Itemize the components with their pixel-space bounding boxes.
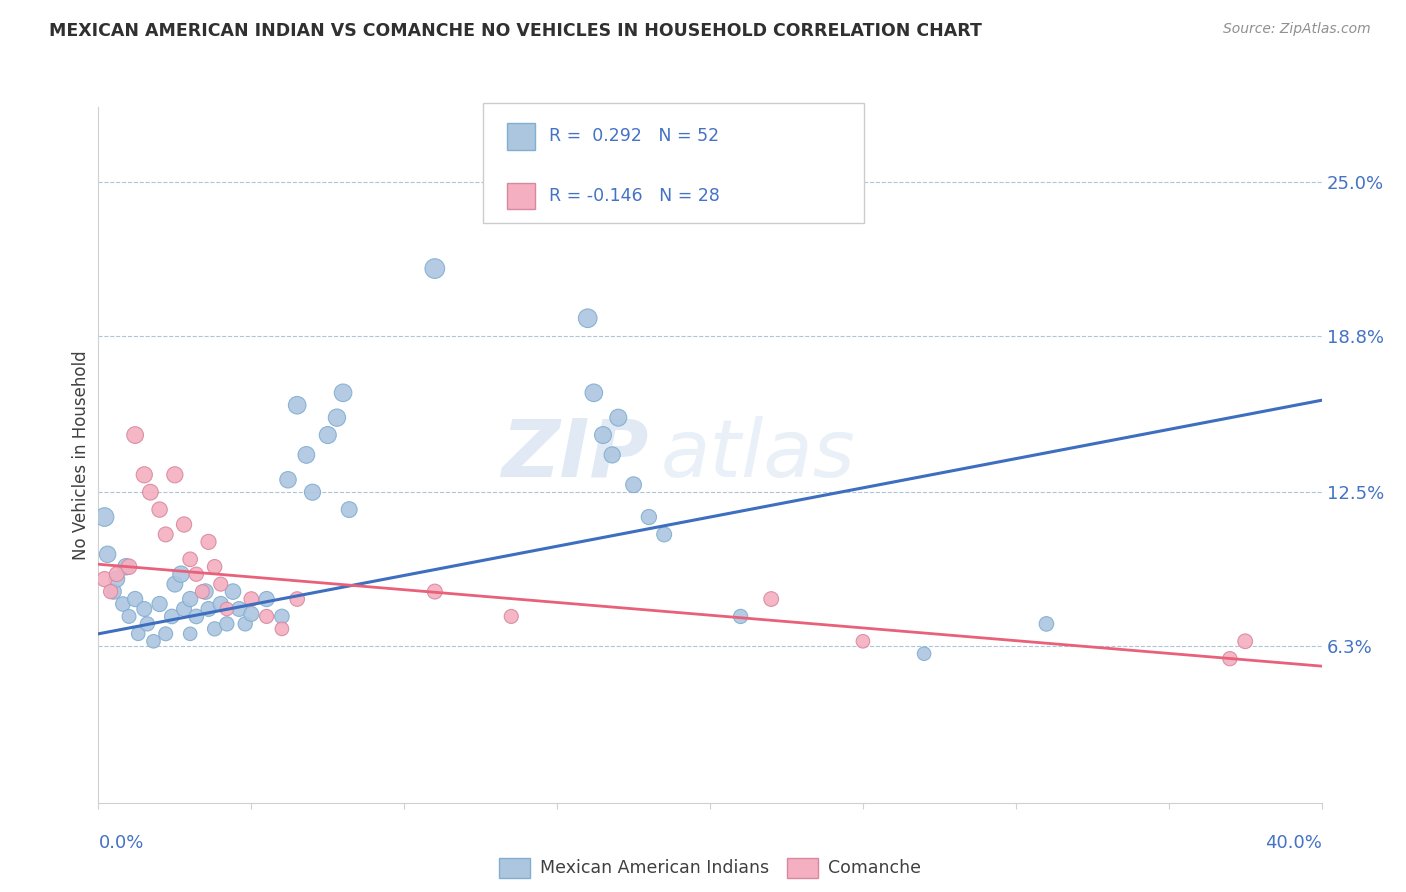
- Point: [222, 584, 245, 599]
- Point: [852, 634, 875, 648]
- Text: atlas: atlas: [661, 416, 856, 494]
- Point: [912, 647, 935, 661]
- Point: [1219, 651, 1241, 665]
- Point: [209, 597, 232, 611]
- Point: [170, 567, 193, 582]
- Point: [197, 602, 219, 616]
- Text: ZIP: ZIP: [502, 416, 650, 494]
- Point: [173, 602, 195, 616]
- Point: [118, 609, 141, 624]
- Point: [337, 502, 360, 516]
- Legend: Mexican American Indians, Comanche: Mexican American Indians, Comanche: [492, 851, 928, 885]
- Point: [179, 592, 201, 607]
- Point: [332, 385, 354, 400]
- Point: [1234, 634, 1257, 648]
- Point: [163, 577, 186, 591]
- Y-axis label: No Vehicles in Household: No Vehicles in Household: [72, 350, 90, 560]
- Point: [256, 609, 278, 624]
- Point: [326, 410, 349, 425]
- Text: Source: ZipAtlas.com: Source: ZipAtlas.com: [1223, 22, 1371, 37]
- Point: [582, 385, 605, 400]
- Point: [118, 559, 141, 574]
- Point: [501, 609, 523, 624]
- Point: [100, 584, 122, 599]
- Point: [423, 584, 446, 599]
- Point: [270, 609, 292, 624]
- Point: [730, 609, 752, 624]
- Point: [186, 567, 208, 582]
- Text: R =  0.292   N = 52: R = 0.292 N = 52: [548, 128, 718, 145]
- Point: [295, 448, 318, 462]
- Point: [600, 448, 623, 462]
- Point: [316, 428, 339, 442]
- Point: [215, 602, 238, 616]
- Point: [179, 552, 201, 566]
- Point: [285, 398, 308, 412]
- Point: [256, 592, 278, 607]
- Point: [270, 622, 292, 636]
- Text: R = -0.146   N = 28: R = -0.146 N = 28: [548, 187, 720, 205]
- Point: [127, 627, 149, 641]
- Point: [134, 602, 156, 616]
- Point: [228, 602, 250, 616]
- Point: [204, 622, 226, 636]
- Point: [233, 616, 256, 631]
- Point: [191, 584, 214, 599]
- Point: [197, 535, 219, 549]
- Text: 40.0%: 40.0%: [1265, 834, 1322, 852]
- Point: [124, 428, 146, 442]
- Point: [136, 616, 159, 631]
- Point: [160, 609, 183, 624]
- Point: [115, 559, 138, 574]
- Point: [277, 473, 299, 487]
- Point: [215, 616, 238, 631]
- Point: [139, 485, 162, 500]
- Point: [576, 311, 599, 326]
- Point: [105, 572, 128, 586]
- Point: [93, 572, 115, 586]
- Point: [209, 577, 232, 591]
- Point: [149, 597, 172, 611]
- Point: [93, 510, 115, 524]
- Point: [607, 410, 630, 425]
- Point: [103, 584, 125, 599]
- Point: [111, 597, 134, 611]
- Point: [759, 592, 782, 607]
- Point: [592, 428, 614, 442]
- Point: [194, 584, 217, 599]
- Point: [179, 627, 201, 641]
- Point: [285, 592, 308, 607]
- Point: [1035, 616, 1057, 631]
- Text: MEXICAN AMERICAN INDIAN VS COMANCHE NO VEHICLES IN HOUSEHOLD CORRELATION CHART: MEXICAN AMERICAN INDIAN VS COMANCHE NO V…: [49, 22, 981, 40]
- Point: [124, 592, 146, 607]
- Point: [105, 567, 128, 582]
- Point: [97, 547, 120, 561]
- Point: [204, 559, 226, 574]
- Point: [637, 510, 661, 524]
- Point: [186, 609, 208, 624]
- Point: [623, 477, 645, 491]
- Point: [423, 261, 446, 276]
- Point: [155, 627, 177, 641]
- Point: [301, 485, 323, 500]
- Point: [240, 592, 263, 607]
- Point: [149, 502, 172, 516]
- Point: [142, 634, 165, 648]
- Point: [155, 527, 177, 541]
- Point: [173, 517, 195, 532]
- Point: [240, 607, 263, 621]
- Text: 0.0%: 0.0%: [98, 834, 143, 852]
- Point: [134, 467, 156, 482]
- Point: [163, 467, 186, 482]
- Point: [652, 527, 675, 541]
